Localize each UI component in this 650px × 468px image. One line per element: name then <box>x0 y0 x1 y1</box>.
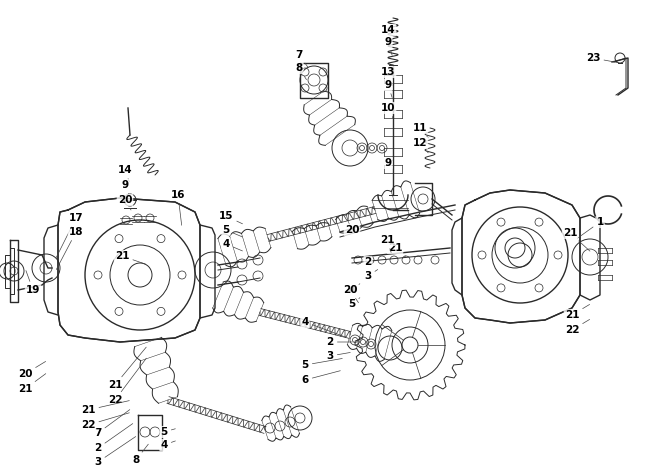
Text: 15: 15 <box>219 211 242 224</box>
Text: 21: 21 <box>115 251 146 264</box>
Text: 3: 3 <box>326 351 350 361</box>
Text: 3: 3 <box>94 437 136 467</box>
Text: 13: 13 <box>381 67 395 85</box>
Text: 2: 2 <box>365 257 377 267</box>
Text: 9: 9 <box>384 80 392 97</box>
Text: 21: 21 <box>108 347 146 390</box>
Text: 20: 20 <box>18 361 46 379</box>
Polygon shape <box>462 190 580 323</box>
Text: 21: 21 <box>18 373 46 394</box>
Text: 5: 5 <box>161 427 176 437</box>
Text: 9: 9 <box>384 37 392 55</box>
Text: 20: 20 <box>118 195 132 210</box>
Text: 21: 21 <box>388 243 406 256</box>
Text: 21: 21 <box>380 235 395 252</box>
Text: 14: 14 <box>381 25 395 40</box>
Text: 4: 4 <box>302 317 345 337</box>
Text: 11: 11 <box>413 123 428 138</box>
Text: 21: 21 <box>563 228 590 251</box>
Text: 7: 7 <box>295 50 308 68</box>
Text: 5: 5 <box>302 358 343 370</box>
Text: 10: 10 <box>381 103 395 118</box>
Text: 8: 8 <box>295 63 307 80</box>
Text: 1: 1 <box>577 217 604 238</box>
Text: 4: 4 <box>348 284 360 295</box>
Text: 22: 22 <box>565 320 590 335</box>
Text: 4: 4 <box>161 440 176 450</box>
Text: 14: 14 <box>118 165 133 182</box>
Text: 3: 3 <box>365 270 378 281</box>
Text: 18: 18 <box>57 227 83 270</box>
Text: 20: 20 <box>344 225 362 235</box>
Text: 4: 4 <box>222 239 242 251</box>
Text: 2: 2 <box>94 424 133 453</box>
Text: 7: 7 <box>94 410 130 438</box>
Text: 20: 20 <box>343 285 358 303</box>
Text: 17: 17 <box>57 213 83 257</box>
Text: 23: 23 <box>586 53 617 63</box>
Text: 5: 5 <box>222 225 242 237</box>
Text: 21: 21 <box>565 304 590 320</box>
Text: 9: 9 <box>384 158 393 168</box>
Text: 12: 12 <box>413 138 428 153</box>
Polygon shape <box>58 198 200 342</box>
Text: 6: 6 <box>302 371 341 385</box>
Text: 16: 16 <box>171 190 185 225</box>
Text: 22: 22 <box>81 413 129 430</box>
Text: 19: 19 <box>26 271 40 295</box>
Text: 8: 8 <box>133 444 148 465</box>
Text: 9: 9 <box>122 180 129 196</box>
Text: 22: 22 <box>108 358 146 405</box>
Text: 21: 21 <box>81 401 129 415</box>
Text: 5: 5 <box>348 298 360 309</box>
Text: 2: 2 <box>326 337 352 347</box>
